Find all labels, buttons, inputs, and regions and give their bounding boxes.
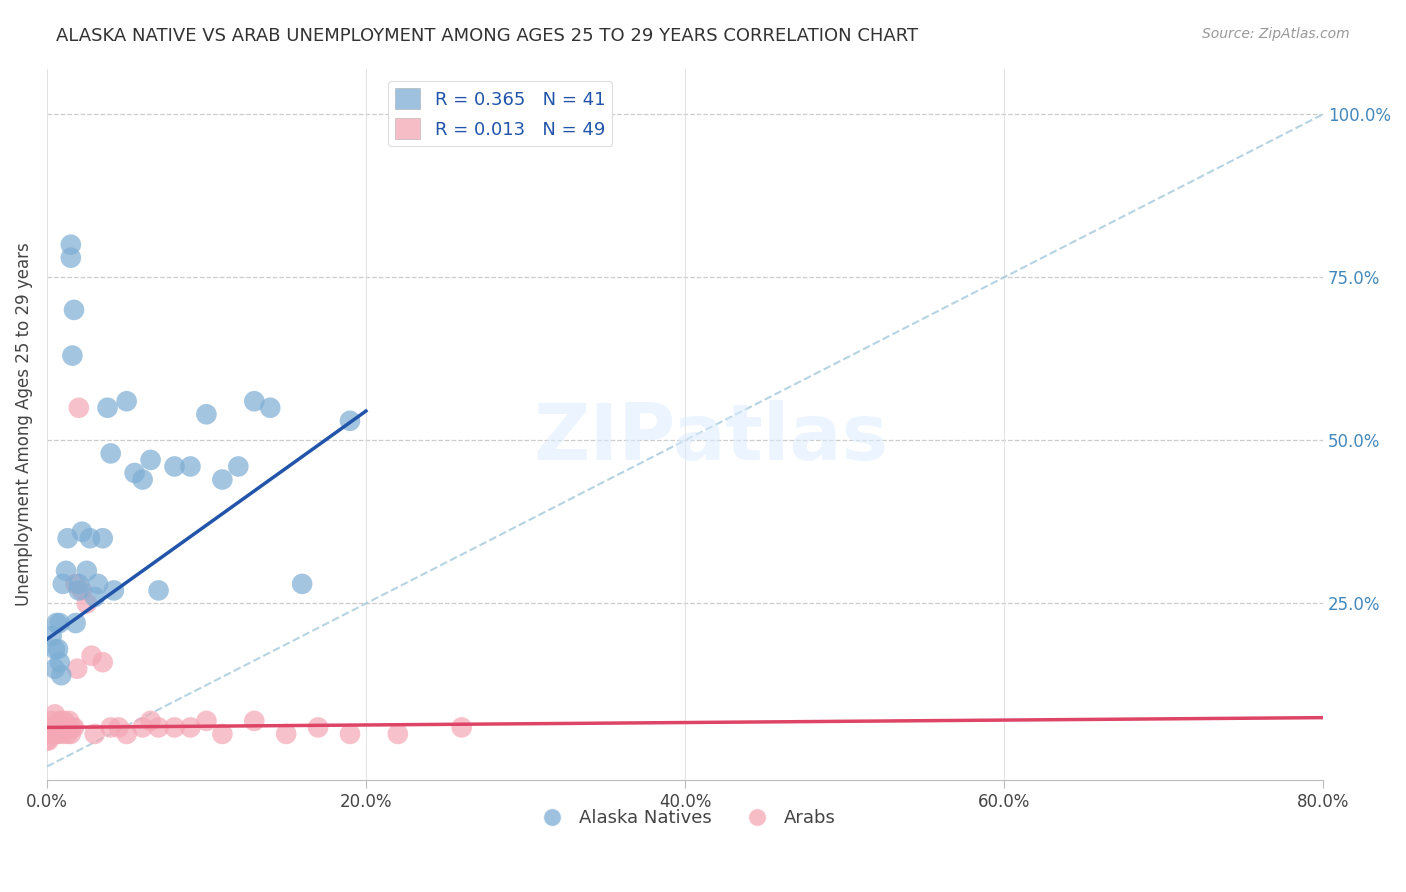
Point bbox=[48, 655, 70, 669]
Point bbox=[44, 662, 66, 676]
Point bbox=[59, 237, 82, 252]
Point bbox=[45, 615, 67, 630]
Point bbox=[339, 414, 361, 428]
Point bbox=[48, 714, 70, 728]
Point bbox=[179, 720, 201, 734]
Point bbox=[59, 727, 82, 741]
Point bbox=[63, 302, 86, 317]
Point bbox=[76, 564, 98, 578]
Point bbox=[70, 583, 93, 598]
Point bbox=[41, 714, 63, 728]
Point bbox=[56, 727, 79, 741]
Point bbox=[55, 720, 77, 734]
Point bbox=[131, 473, 153, 487]
Point bbox=[39, 720, 62, 734]
Point bbox=[62, 720, 84, 734]
Point bbox=[51, 668, 73, 682]
Point bbox=[115, 727, 138, 741]
Point bbox=[63, 720, 86, 734]
Point bbox=[163, 459, 186, 474]
Point bbox=[58, 714, 80, 728]
Point bbox=[179, 459, 201, 474]
Point bbox=[44, 707, 66, 722]
Point bbox=[76, 597, 98, 611]
Point bbox=[139, 714, 162, 728]
Text: ALASKA NATIVE VS ARAB UNEMPLOYMENT AMONG AGES 25 TO 29 YEARS CORRELATION CHART: ALASKA NATIVE VS ARAB UNEMPLOYMENT AMONG… bbox=[56, 27, 918, 45]
Point bbox=[46, 727, 69, 741]
Point bbox=[307, 720, 329, 734]
Point bbox=[115, 394, 138, 409]
Point bbox=[163, 720, 186, 734]
Point bbox=[67, 583, 90, 598]
Point bbox=[70, 524, 93, 539]
Point bbox=[211, 473, 233, 487]
Point bbox=[41, 727, 63, 741]
Point bbox=[39, 727, 62, 741]
Point bbox=[291, 577, 314, 591]
Point bbox=[148, 583, 170, 598]
Point bbox=[65, 577, 87, 591]
Point bbox=[96, 401, 118, 415]
Point bbox=[55, 564, 77, 578]
Point bbox=[195, 714, 218, 728]
Point bbox=[124, 466, 146, 480]
Point bbox=[52, 720, 75, 734]
Point bbox=[48, 615, 70, 630]
Point bbox=[259, 401, 281, 415]
Point bbox=[62, 349, 84, 363]
Point bbox=[42, 720, 65, 734]
Point bbox=[56, 531, 79, 545]
Point bbox=[228, 459, 250, 474]
Point bbox=[100, 720, 122, 734]
Point bbox=[79, 531, 101, 545]
Point bbox=[35, 733, 58, 747]
Point bbox=[387, 727, 409, 741]
Point bbox=[83, 590, 105, 604]
Point bbox=[44, 642, 66, 657]
Point bbox=[91, 531, 114, 545]
Point bbox=[100, 446, 122, 460]
Y-axis label: Unemployment Among Ages 25 to 29 years: Unemployment Among Ages 25 to 29 years bbox=[15, 243, 32, 606]
Point bbox=[53, 714, 76, 728]
Point bbox=[103, 583, 125, 598]
Point bbox=[243, 714, 266, 728]
Point bbox=[66, 662, 89, 676]
Point bbox=[148, 720, 170, 734]
Point bbox=[87, 577, 110, 591]
Point bbox=[243, 394, 266, 409]
Point bbox=[46, 642, 69, 657]
Point bbox=[139, 453, 162, 467]
Point bbox=[276, 727, 298, 741]
Point bbox=[37, 727, 59, 741]
Point bbox=[67, 577, 90, 591]
Legend: Alaska Natives, Arabs: Alaska Natives, Arabs bbox=[527, 802, 844, 835]
Point bbox=[195, 407, 218, 421]
Point bbox=[52, 727, 75, 741]
Point bbox=[339, 727, 361, 741]
Point bbox=[42, 727, 65, 741]
Text: ZIPatlas: ZIPatlas bbox=[533, 401, 889, 476]
Point bbox=[37, 733, 59, 747]
Point bbox=[48, 720, 70, 734]
Point bbox=[59, 251, 82, 265]
Point bbox=[83, 727, 105, 741]
Point bbox=[211, 727, 233, 741]
Point bbox=[51, 720, 73, 734]
Point bbox=[52, 577, 75, 591]
Point bbox=[65, 615, 87, 630]
Point bbox=[131, 720, 153, 734]
Point bbox=[80, 648, 103, 663]
Point bbox=[45, 720, 67, 734]
Point bbox=[67, 401, 90, 415]
Point bbox=[45, 727, 67, 741]
Point bbox=[41, 629, 63, 643]
Text: Source: ZipAtlas.com: Source: ZipAtlas.com bbox=[1202, 27, 1350, 41]
Point bbox=[91, 655, 114, 669]
Point bbox=[450, 720, 472, 734]
Point bbox=[107, 720, 129, 734]
